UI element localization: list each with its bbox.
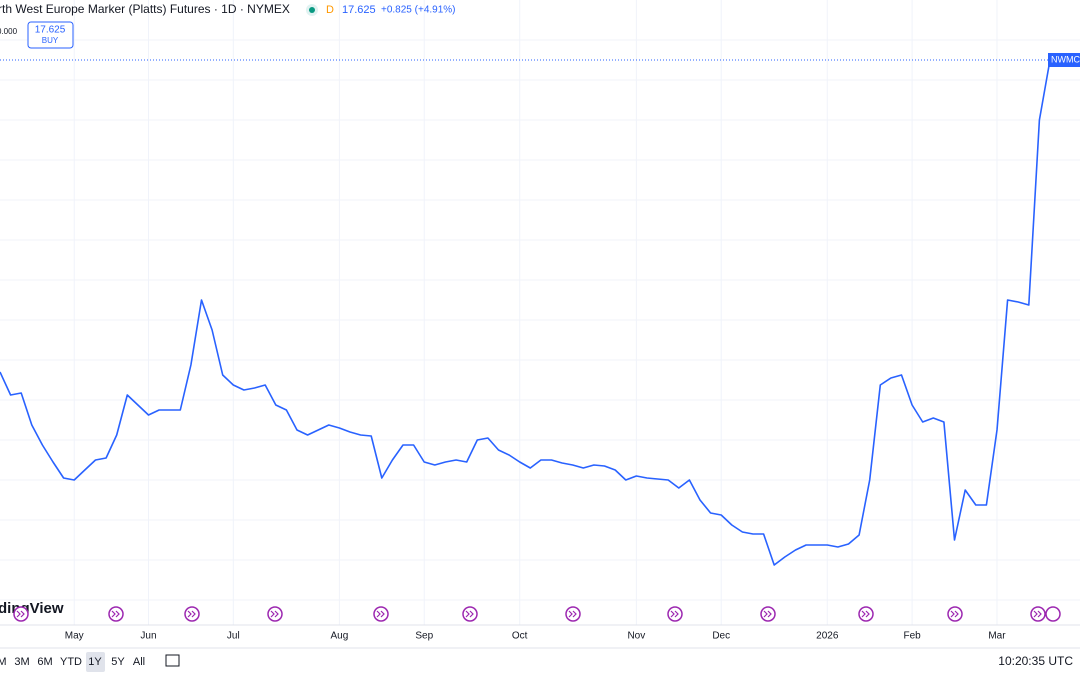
- price-line: [0, 59, 1051, 566]
- buy-button[interactable]: [27, 21, 74, 49]
- x-tick-label: Aug: [330, 631, 348, 642]
- event-icon[interactable]: [108, 606, 124, 622]
- event-arrow: [670, 610, 679, 618]
- event-icon[interactable]: [760, 606, 776, 622]
- last-price: 17.625: [342, 4, 376, 16]
- status-dot: [309, 7, 315, 13]
- x-tick-label: Sep: [415, 631, 433, 642]
- plot: [0, 59, 1080, 566]
- event-icon[interactable]: [1030, 606, 1046, 622]
- event-icon[interactable]: [1045, 606, 1061, 622]
- buy-label[interactable]: BUY: [42, 36, 59, 45]
- event-arrow: [270, 610, 279, 618]
- toolbar: M 3M 6M YTD 1Y 5Y All: [0, 652, 145, 672]
- date-range-icon[interactable]: [165, 654, 180, 667]
- x-tick-label: Oct: [512, 631, 528, 642]
- range-active-bg[interactable]: [86, 652, 105, 672]
- clock: 10:20:35 UTC: [998, 654, 1073, 668]
- event-icon[interactable]: [947, 606, 963, 622]
- event-arrow: [16, 610, 25, 618]
- x-tick-label: Mar: [988, 631, 1006, 642]
- events: [13, 606, 1061, 622]
- event-arrow: [376, 610, 385, 618]
- event-icon[interactable]: [267, 606, 283, 622]
- event-arrow: [111, 610, 120, 618]
- event-icon[interactable]: [565, 606, 581, 622]
- x-tick-label: Dec: [712, 631, 730, 642]
- event-icon[interactable]: [184, 606, 200, 622]
- x-tick-label: Feb: [904, 631, 922, 642]
- event-icon[interactable]: [462, 606, 478, 622]
- event-icon[interactable]: [858, 606, 874, 622]
- x-tick-label: 2026: [816, 631, 839, 642]
- event-icon[interactable]: [667, 606, 683, 622]
- interval-badge: D: [326, 4, 334, 16]
- buy-price[interactable]: 17.625: [35, 25, 66, 36]
- grid: [0, 0, 1080, 625]
- chart-title: rth West Europe Marker (Platts) Futures …: [0, 2, 290, 16]
- event-arrow: [950, 610, 959, 618]
- event-arrow: [465, 610, 474, 618]
- x-tick-label: Jun: [140, 631, 156, 642]
- logo: dingView: [0, 600, 64, 617]
- range-button[interactable]: YTD: [60, 656, 82, 668]
- event-arrow: [568, 610, 577, 618]
- price-change: +0.825 (+4.91%): [381, 5, 456, 16]
- range-button[interactable]: 3M: [14, 656, 29, 668]
- range-button[interactable]: 1Y: [88, 656, 102, 668]
- range-button[interactable]: 6M: [37, 656, 52, 668]
- x-tick-label: May: [65, 631, 84, 642]
- event-icon[interactable]: [373, 606, 389, 622]
- range-button[interactable]: 5Y: [111, 656, 125, 668]
- event-arrow: [187, 610, 196, 618]
- price-tag: NWMC: [1051, 54, 1080, 64]
- event-arrow: [1033, 610, 1042, 618]
- x-tick-label: Jul: [227, 631, 240, 642]
- event-icon[interactable]: [13, 606, 29, 622]
- event-arrow: [861, 610, 870, 618]
- price-tag-box: [1048, 53, 1080, 67]
- x-tick-label: Nov: [627, 631, 645, 642]
- event-arrow: [763, 610, 772, 618]
- range-button[interactable]: All: [133, 656, 145, 668]
- range-button[interactable]: M: [0, 656, 7, 668]
- ohlc-fragment: 0.000: [0, 27, 18, 36]
